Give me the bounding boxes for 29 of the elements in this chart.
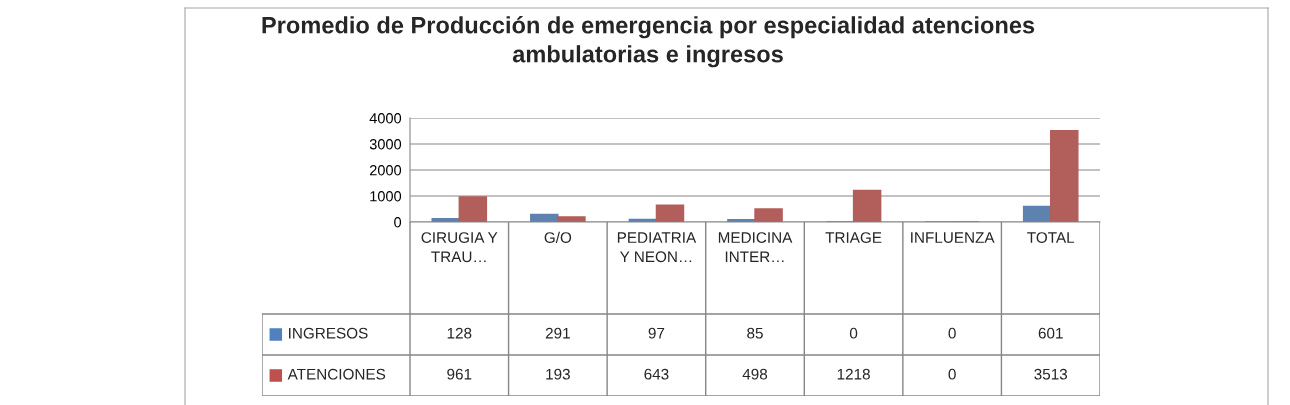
data-label: 1218: [837, 368, 870, 380]
data-label: 0: [948, 327, 956, 339]
data-label: 97: [648, 327, 665, 339]
x-tick-label: TRIAGE: [825, 232, 882, 243]
y-tick-label: 2000: [369, 165, 402, 176]
chart-title: Promedio de Producción de emergencia por especialidad atenciones ambulatorias e ingresos: [262, 16, 1035, 68]
data-label: 0: [849, 327, 858, 339]
y-tick-label: 0: [394, 217, 402, 228]
x-tick-label: MEDICINA INTER…: [718, 232, 793, 263]
y-tick-label: 4000: [369, 113, 402, 124]
data-label: 85: [747, 327, 763, 339]
y-tick-label: 1000: [370, 191, 402, 202]
y-tick-label: 3000: [369, 139, 402, 150]
x-tick-label: G/O: [544, 231, 572, 243]
data-label: 3513: [1034, 368, 1068, 380]
legend-label: INGRESOS: [289, 327, 368, 339]
x-tick-label: INFLUENZA: [911, 232, 995, 243]
x-tick-label: TOTAL: [1027, 232, 1075, 243]
data-label: 498: [742, 368, 768, 380]
legend-label: ATENCIONES: [287, 368, 386, 380]
x-tick-label: CIRUGIA Y TRAU…: [421, 232, 498, 263]
data-label: 193: [546, 368, 570, 380]
data-label: 643: [644, 368, 669, 380]
data-label: 0: [948, 368, 956, 380]
x-tick-label: PEDIATRIA Y NEON…: [617, 232, 697, 263]
data-label: 291: [545, 327, 570, 339]
data-label: 601: [1038, 327, 1063, 339]
data-label: 128: [447, 327, 472, 339]
data-label: 961: [447, 368, 472, 380]
